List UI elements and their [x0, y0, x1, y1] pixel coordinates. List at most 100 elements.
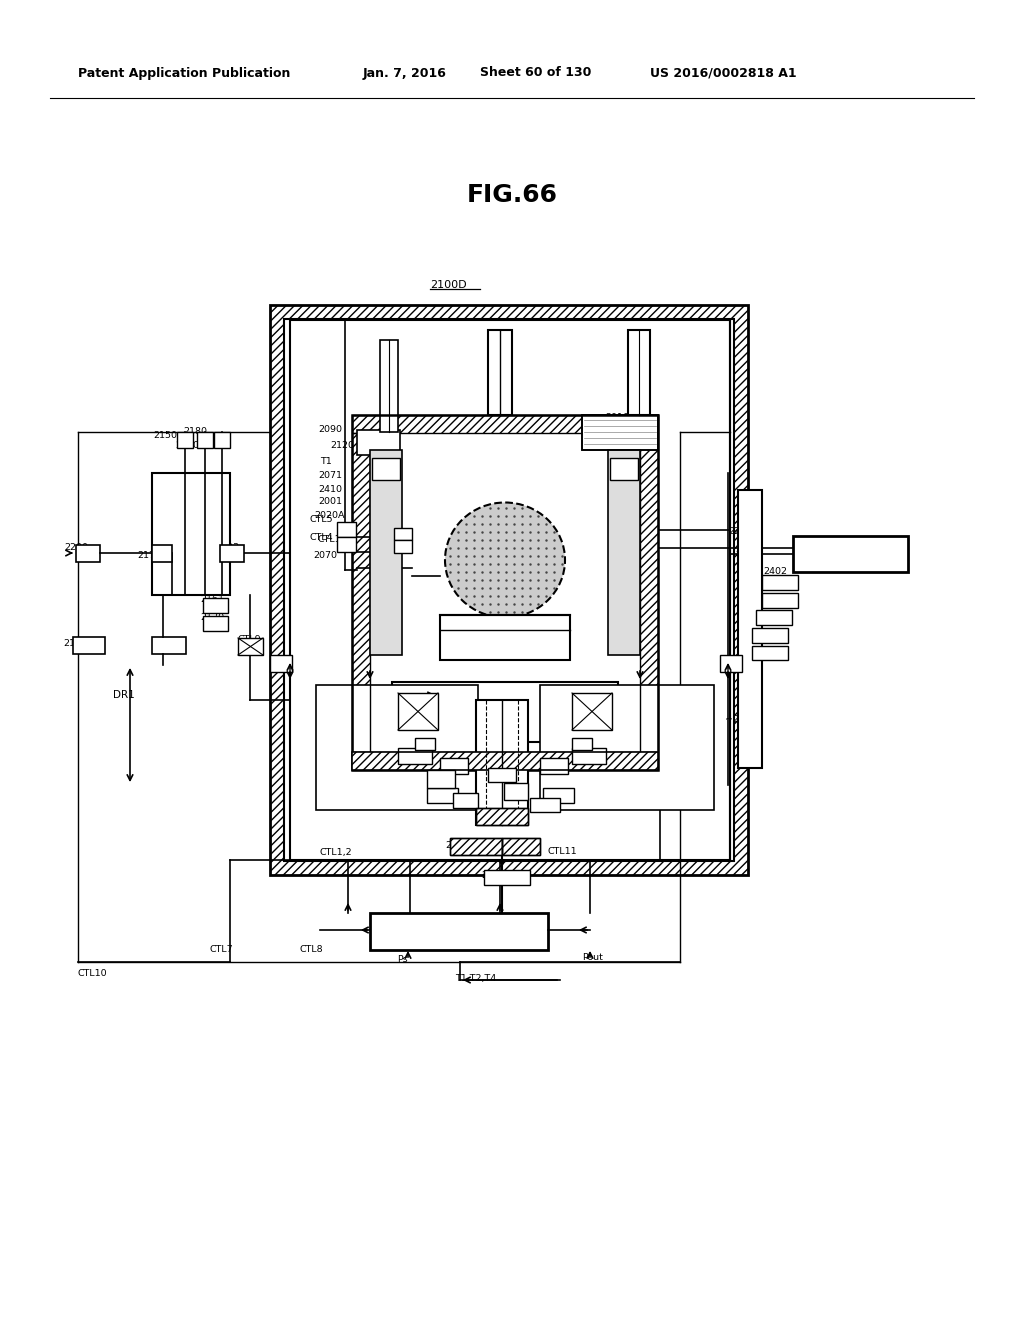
Text: 2021: 2021 [610, 484, 634, 494]
Bar [738, 490, 762, 768]
Text: CTL10: CTL10 [78, 969, 108, 978]
Bar [380, 341, 398, 432]
Bar [316, 685, 478, 810]
Bar [756, 610, 792, 624]
Bar [370, 433, 640, 752]
Bar [502, 838, 540, 855]
Text: 2023: 2023 [360, 549, 384, 557]
Text: 2401: 2401 [750, 634, 774, 643]
Text: 2070: 2070 [313, 550, 337, 560]
Bar [440, 615, 570, 660]
Bar [572, 738, 592, 750]
Bar [197, 432, 213, 447]
Bar [270, 305, 748, 875]
Bar [640, 433, 658, 752]
Bar [415, 738, 435, 750]
Bar [352, 752, 658, 770]
Bar [720, 655, 742, 672]
Bar [608, 450, 640, 655]
Bar [762, 593, 798, 609]
Bar [484, 870, 530, 884]
Ellipse shape [445, 503, 565, 618]
Bar [488, 768, 516, 781]
Text: 2230: 2230 [728, 528, 752, 536]
Bar [476, 808, 528, 825]
Bar [352, 433, 370, 752]
Text: CONTROLLER: CONTROLLER [410, 927, 485, 936]
Bar [610, 458, 638, 480]
Text: 2221: 2221 [455, 731, 479, 741]
Text: T1: T1 [319, 458, 332, 466]
Text: 2130: 2130 [200, 614, 224, 623]
Bar [502, 838, 540, 855]
Bar [793, 536, 908, 572]
Bar [352, 414, 658, 770]
Bar [370, 913, 548, 950]
Bar [394, 540, 412, 553]
Bar [352, 433, 370, 752]
Text: T1: T1 [612, 458, 624, 466]
Text: US 2016/0002818 A1: US 2016/0002818 A1 [650, 66, 797, 79]
Bar [752, 628, 788, 643]
Text: 2071: 2071 [318, 471, 342, 480]
Bar [398, 748, 432, 764]
Text: 2300: 2300 [735, 545, 759, 554]
Text: DR1: DR1 [113, 690, 135, 700]
Text: 2003: 2003 [444, 511, 468, 520]
Bar [427, 770, 455, 788]
Text: 2030: 2030 [385, 760, 410, 770]
Text: T2: T2 [335, 690, 347, 700]
Text: Ps: Ps [397, 956, 408, 965]
Bar [440, 758, 468, 774]
Bar [152, 638, 186, 653]
Bar [337, 537, 356, 552]
Bar [238, 638, 263, 655]
Bar [752, 645, 788, 660]
Text: 2081: 2081 [330, 704, 354, 713]
Bar [370, 450, 402, 655]
Bar [177, 432, 193, 447]
Bar [504, 783, 528, 800]
Text: T1,T2,T4: T1,T2,T4 [455, 974, 497, 982]
Text: 2022: 2022 [449, 495, 472, 504]
Text: 2170: 2170 [137, 550, 161, 560]
Bar [352, 414, 658, 433]
Text: 2393: 2393 [762, 583, 786, 593]
Text: 2250: 2250 [610, 498, 634, 507]
Text: 2090: 2090 [318, 425, 342, 434]
Text: 2123: 2123 [215, 544, 240, 553]
Text: CTL1,2: CTL1,2 [319, 847, 352, 857]
Bar [73, 638, 105, 653]
Text: 2100D: 2100D [430, 280, 467, 290]
Text: 2081: 2081 [573, 715, 597, 725]
Bar [394, 528, 412, 540]
Bar [152, 473, 230, 595]
Text: VACUUM PUMP: VACUUM PUMP [800, 549, 877, 558]
Bar [392, 682, 618, 742]
Text: Patent Application Publication: Patent Application Publication [78, 66, 291, 79]
Text: 2140: 2140 [63, 639, 87, 648]
Text: Jan. 7, 2016: Jan. 7, 2016 [362, 66, 446, 79]
Text: CTL1: CTL1 [616, 702, 640, 711]
Text: 2392: 2392 [636, 540, 660, 549]
Bar [640, 433, 658, 752]
Text: FIG.66: FIG.66 [467, 183, 557, 207]
Bar [220, 545, 244, 562]
Text: 2001: 2001 [318, 498, 342, 507]
Bar [352, 752, 658, 770]
Text: 2020B: 2020B [568, 702, 598, 711]
Text: 2180: 2180 [183, 428, 207, 437]
Bar [530, 799, 560, 812]
Text: CTL11: CTL11 [534, 763, 563, 772]
Text: CTL5: CTL5 [310, 516, 334, 524]
Text: CYLINDER: CYLINDER [156, 513, 208, 523]
Bar [352, 752, 658, 770]
Bar [357, 430, 400, 455]
Text: 2370: 2370 [556, 747, 581, 756]
Text: 2002: 2002 [612, 741, 636, 750]
Text: 2010: 2010 [605, 413, 629, 422]
Bar [352, 752, 658, 770]
Bar [628, 330, 650, 414]
Text: 2403: 2403 [754, 599, 778, 609]
Text: 2380: 2380 [481, 871, 505, 880]
